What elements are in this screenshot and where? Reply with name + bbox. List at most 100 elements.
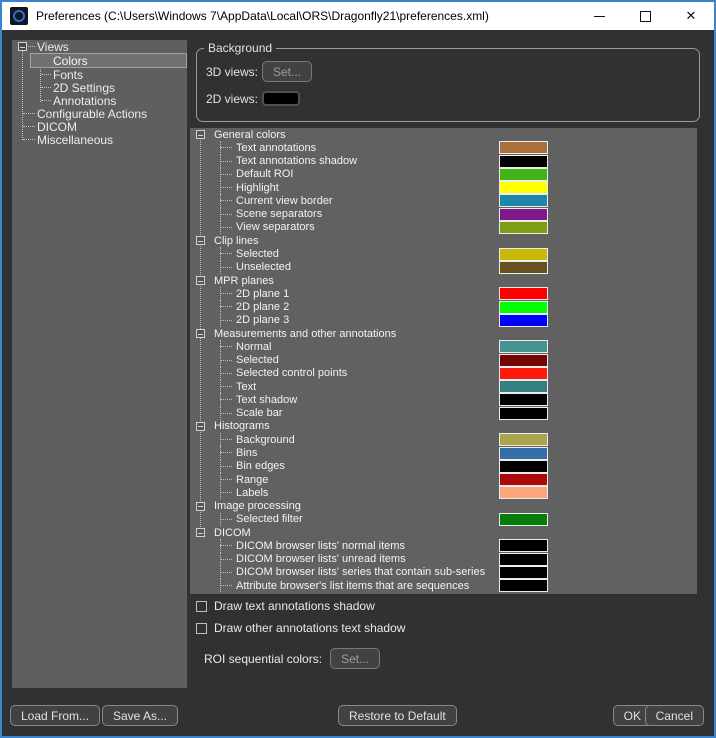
color-swatch[interactable]: [499, 353, 548, 367]
color-item-unselected[interactable]: Unselected: [190, 260, 697, 275]
load-from-button[interactable]: Load From...: [10, 705, 101, 726]
color-item-selected[interactable]: Selected: [190, 353, 697, 368]
collapse-icon[interactable]: [196, 528, 205, 538]
color-swatch[interactable]: [499, 512, 548, 526]
color-item-2d-plane-3[interactable]: 2D plane 3: [190, 313, 697, 328]
color-swatch[interactable]: [499, 486, 548, 500]
3d-views-set-button[interactable]: Set...: [262, 61, 313, 82]
collapse-icon[interactable]: [196, 421, 205, 431]
color-swatch[interactable]: [499, 433, 548, 447]
maximize-button[interactable]: [622, 2, 668, 30]
color-item-dicom-browser-lists-normal-items[interactable]: DICOM browser lists' normal items: [190, 539, 697, 553]
sidebar-item-views[interactable]: Views: [12, 40, 187, 54]
color-item-text-shadow[interactable]: Text shadow: [190, 393, 697, 407]
color-group-measurements-and-other-annotations[interactable]: Measurements and other annotations: [190, 327, 697, 340]
restore-to-default-button[interactable]: Restore to Default: [338, 705, 457, 726]
color-group-image-processing[interactable]: Image processing: [190, 499, 697, 512]
color-item-label: Text: [236, 380, 257, 393]
color-item-selected[interactable]: Selected: [190, 247, 697, 261]
color-item-2d-plane-1[interactable]: 2D plane 1: [190, 287, 697, 301]
color-item-dicom-browser-lists-series-that-contain-sub-series[interactable]: DICOM browser lists' series that contain…: [190, 565, 697, 580]
color-swatch[interactable]: [499, 313, 548, 327]
sidebar-item-miscellaneous[interactable]: Miscellaneous: [12, 133, 187, 147]
color-group-dicom[interactable]: DICOM: [190, 526, 697, 539]
sidebar-item-colors[interactable]: Colors: [30, 53, 187, 68]
color-swatch[interactable]: [499, 579, 548, 593]
checkbox-icon[interactable]: [196, 622, 207, 634]
sidebar-item-fonts[interactable]: Fonts: [12, 68, 187, 82]
sidebar-item-dicom[interactable]: DICOM: [12, 120, 187, 134]
color-item-bins[interactable]: Bins: [190, 446, 697, 460]
color-group-mpr-planes[interactable]: MPR planes: [190, 274, 697, 287]
color-item-normal[interactable]: Normal: [190, 340, 697, 354]
color-item-dicom-browser-lists-unread-items[interactable]: DICOM browser lists' unread items: [190, 552, 697, 567]
color-group-clip-lines[interactable]: Clip lines: [190, 234, 697, 247]
color-swatch[interactable]: [499, 366, 548, 380]
collapse-icon[interactable]: [196, 236, 205, 246]
color-swatch[interactable]: [499, 194, 548, 208]
color-item-2d-plane-2[interactable]: 2D plane 2: [190, 300, 697, 314]
color-swatch[interactable]: [499, 287, 548, 301]
color-swatch[interactable]: [499, 141, 548, 155]
2d-views-color-swatch[interactable]: [262, 91, 300, 106]
color-swatch[interactable]: [499, 154, 548, 168]
tree-connector: [23, 126, 35, 127]
color-item-attribute-browser-s-list-items-that-are-sequences[interactable]: Attribute browser's list items that are …: [190, 579, 697, 593]
checkbox-draw-text-annotations-shadow[interactable]: Draw text annotations shadow: [196, 599, 375, 613]
color-item-label: Selected: [236, 248, 279, 261]
color-item-scene-separators[interactable]: Scene separators: [190, 207, 697, 222]
color-swatch[interactable]: [499, 380, 548, 394]
color-swatch[interactable]: [499, 473, 548, 487]
collapse-icon[interactable]: [196, 501, 205, 511]
save-as-button[interactable]: Save As...: [102, 705, 179, 726]
close-button[interactable]: ✕: [668, 2, 714, 30]
color-swatch[interactable]: [499, 247, 548, 261]
roi-set-button[interactable]: Set...: [330, 648, 381, 669]
color-swatch[interactable]: [499, 539, 548, 553]
color-item-default-roi[interactable]: Default ROI: [190, 167, 697, 182]
color-swatch[interactable]: [499, 406, 548, 420]
color-swatch[interactable]: [499, 207, 548, 221]
collapse-icon[interactable]: [196, 130, 205, 140]
2d-views-row: 2D views:: [206, 91, 300, 106]
color-item-text-annotations[interactable]: Text annotations: [190, 141, 697, 155]
color-item-range[interactable]: Range: [190, 472, 697, 487]
collapse-icon[interactable]: [18, 42, 27, 51]
color-swatch[interactable]: [499, 181, 548, 195]
cancel-button[interactable]: Cancel: [644, 705, 704, 726]
color-item-selected-filter[interactable]: Selected filter: [190, 512, 697, 527]
color-item-highlight[interactable]: Highlight: [190, 181, 697, 195]
color-item-current-view-border[interactable]: Current view border: [190, 194, 697, 208]
color-item-label: DICOM browser lists' unread items: [236, 553, 406, 566]
color-swatch[interactable]: [499, 446, 548, 460]
color-swatch[interactable]: [499, 552, 548, 566]
checkbox-icon[interactable]: [196, 600, 207, 612]
color-item-text-annotations-shadow[interactable]: Text annotations shadow: [190, 154, 697, 169]
color-swatch[interactable]: [499, 393, 548, 407]
ok-button[interactable]: OK: [612, 705, 652, 726]
color-item-labels[interactable]: Labels: [190, 486, 697, 500]
collapse-icon[interactable]: [196, 276, 205, 286]
color-swatch[interactable]: [499, 220, 548, 234]
collapse-icon[interactable]: [196, 329, 205, 339]
sidebar-item-annotations[interactable]: Annotations: [12, 94, 187, 108]
color-swatch[interactable]: [499, 459, 548, 473]
color-swatch[interactable]: [499, 167, 548, 181]
color-item-text[interactable]: Text: [190, 380, 697, 394]
color-item-background[interactable]: Background: [190, 433, 697, 447]
color-swatch[interactable]: [499, 340, 548, 354]
sidebar-item-2d-settings[interactable]: 2D Settings: [12, 81, 187, 95]
checkbox-draw-other-annotations-text-shadow[interactable]: Draw other annotations text shadow: [196, 621, 405, 635]
color-item-selected-control-points[interactable]: Selected control points: [190, 366, 697, 381]
sidebar-item-configurable-actions[interactable]: Configurable Actions: [12, 107, 187, 121]
color-group-general-colors[interactable]: General colors: [190, 128, 697, 141]
color-item-scale-bar[interactable]: Scale bar: [190, 406, 697, 421]
color-item-view-separators[interactable]: View separators: [190, 220, 697, 235]
color-swatch[interactable]: [499, 260, 548, 274]
color-swatch[interactable]: [499, 565, 548, 579]
color-group-histograms[interactable]: Histograms: [190, 420, 697, 433]
color-swatch[interactable]: [499, 300, 548, 314]
color-item-bin-edges[interactable]: Bin edges: [190, 459, 697, 474]
minimize-button[interactable]: [576, 2, 622, 30]
